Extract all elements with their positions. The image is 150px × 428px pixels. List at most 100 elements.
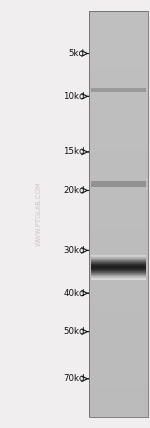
Bar (89, 199, 148, 204)
Bar (89, 260, 148, 265)
Text: WWW.PTGLAB.COM: WWW.PTGLAB.COM (36, 182, 42, 246)
Bar (89, 117, 148, 122)
Text: 15kd: 15kd (63, 147, 85, 157)
Bar (91, 266, 146, 267)
Bar (91, 272, 146, 273)
Bar (89, 204, 148, 209)
Bar (89, 11, 148, 417)
Bar (89, 407, 148, 412)
Text: 70kd: 70kd (63, 374, 85, 383)
Bar (89, 11, 148, 16)
Bar (89, 128, 148, 133)
Bar (89, 133, 148, 138)
Bar (89, 184, 148, 189)
Bar (89, 31, 148, 36)
Bar (89, 265, 148, 270)
Bar (89, 235, 148, 239)
Bar (89, 346, 148, 351)
Bar (89, 295, 148, 300)
Bar (89, 173, 148, 178)
Bar (91, 275, 146, 276)
Bar (89, 229, 148, 235)
Text: 50kd: 50kd (63, 327, 85, 336)
Bar (91, 257, 146, 258)
Bar (89, 361, 148, 366)
Bar (89, 189, 148, 194)
Bar (89, 255, 148, 260)
Bar (89, 82, 148, 87)
Bar (89, 366, 148, 372)
Bar (89, 351, 148, 356)
Bar (91, 181, 146, 187)
Bar (91, 276, 146, 277)
Bar (89, 300, 148, 306)
Bar (89, 270, 148, 275)
Bar (89, 290, 148, 295)
Bar (91, 255, 146, 256)
Bar (91, 267, 146, 268)
Bar (89, 112, 148, 117)
Bar (91, 260, 146, 261)
Text: 10kd: 10kd (63, 92, 85, 101)
Bar (91, 277, 146, 278)
Bar (89, 311, 148, 316)
Bar (89, 16, 148, 21)
Text: 30kd: 30kd (63, 246, 85, 255)
Bar (89, 163, 148, 168)
Bar (89, 21, 148, 26)
Bar (89, 107, 148, 112)
Bar (89, 387, 148, 392)
Bar (89, 316, 148, 321)
Bar (89, 87, 148, 92)
Bar (89, 26, 148, 31)
Bar (89, 372, 148, 377)
Bar (89, 214, 148, 219)
Bar (89, 168, 148, 173)
Bar (89, 321, 148, 326)
Bar (91, 262, 146, 263)
Bar (89, 280, 148, 285)
Bar (89, 92, 148, 97)
Bar (89, 46, 148, 51)
Bar (89, 244, 148, 250)
Bar (91, 263, 146, 264)
Bar (89, 41, 148, 46)
Bar (89, 239, 148, 244)
Bar (89, 341, 148, 346)
Bar (89, 102, 148, 107)
Bar (91, 88, 146, 92)
Bar (89, 402, 148, 407)
Bar (91, 273, 146, 274)
Bar (91, 274, 146, 275)
Bar (89, 138, 148, 143)
Bar (89, 209, 148, 214)
Bar (91, 270, 146, 271)
Bar (89, 331, 148, 336)
Bar (91, 271, 146, 272)
Bar (91, 264, 146, 265)
Bar (89, 382, 148, 387)
Bar (89, 336, 148, 341)
Text: 20kd: 20kd (63, 186, 85, 195)
Bar (89, 326, 148, 331)
Bar (89, 36, 148, 41)
Bar (89, 250, 148, 255)
Bar (89, 158, 148, 163)
Bar (89, 67, 148, 72)
Bar (89, 143, 148, 148)
Bar (91, 278, 146, 279)
Bar (89, 412, 148, 417)
Bar (91, 261, 146, 262)
Bar (89, 77, 148, 82)
Bar (89, 306, 148, 311)
Bar (89, 194, 148, 199)
Bar (89, 285, 148, 290)
Bar (89, 356, 148, 361)
Bar (89, 97, 148, 102)
Text: 5kd: 5kd (69, 49, 85, 58)
Bar (89, 51, 148, 56)
Bar (89, 153, 148, 158)
Bar (89, 275, 148, 280)
Bar (91, 269, 146, 270)
Bar (91, 259, 146, 260)
